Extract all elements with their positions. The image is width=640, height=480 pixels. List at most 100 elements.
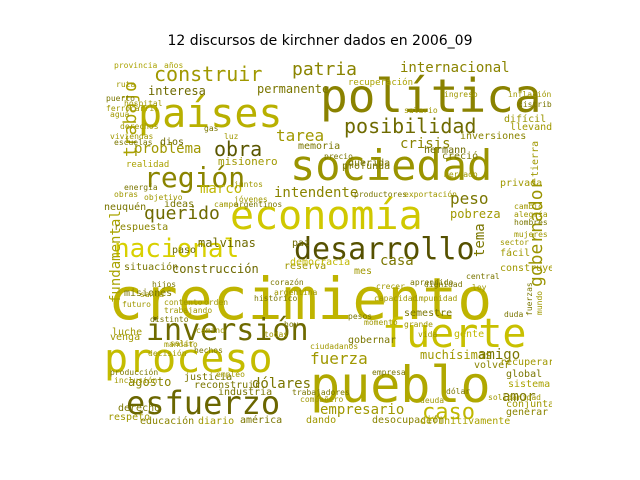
cloud-word: ferrocarril	[106, 104, 159, 113]
cloud-word: paso	[172, 245, 196, 256]
cloud-word: recuperar	[500, 357, 552, 368]
cloud-word: deuda	[420, 396, 444, 405]
cloud-word: construcción	[172, 262, 259, 276]
cloud-word: salir	[170, 339, 194, 348]
cloud-word: campo	[214, 200, 238, 209]
cloud-word: exportación	[404, 189, 457, 199]
cloud-word: hospital	[124, 99, 163, 108]
cloud-word: futuro	[122, 300, 151, 309]
cloud-word: esfuerzo	[126, 384, 280, 422]
cloud-word: diario	[198, 416, 234, 427]
cloud-word: patria	[292, 59, 357, 80]
cloud-word: generar	[506, 407, 548, 418]
cloud-word: desarrollo	[294, 232, 475, 267]
cloud-word: situación	[124, 261, 178, 273]
cloud-word: contento	[164, 298, 203, 307]
cloud-word: solidaridad	[488, 393, 541, 402]
cloud-word: querida	[348, 158, 390, 169]
cloud-word: difícil	[504, 113, 546, 125]
cloud-word: crecer	[376, 282, 405, 291]
cloud-word: fundamental	[108, 210, 124, 303]
cloud-word: proceso	[104, 336, 273, 382]
cloud-word: duda	[504, 310, 523, 319]
cloud-word: privada	[500, 178, 542, 189]
cloud-word: posibilidad	[344, 114, 476, 138]
cloud-word: precio	[324, 152, 353, 161]
cloud-word: argentina	[274, 288, 318, 297]
cloud-word: derechos	[120, 122, 159, 131]
cloud-word: llevando	[510, 122, 552, 133]
cloud-word: inversión	[146, 313, 309, 348]
cloud-word: neuquén	[104, 201, 146, 213]
cloud-word: aprendido	[410, 278, 454, 287]
cloud-word: respeto	[108, 412, 150, 423]
cloud-word: caso	[422, 400, 475, 425]
cloud-word: luz	[224, 132, 239, 141]
cloud-word: realidad	[126, 160, 169, 170]
cloud-word: mujeres	[514, 230, 548, 239]
cloud-word: obras	[114, 190, 138, 199]
cloud-word: tarea	[276, 126, 324, 145]
cloud-word: ruta	[116, 80, 135, 89]
cloud-word: amor	[502, 389, 536, 405]
cloud-word: camino	[196, 326, 225, 335]
cloud-word: trabajo	[120, 81, 141, 157]
cloud-word: vida	[418, 330, 437, 339]
cloud-word: marco	[200, 181, 242, 197]
cloud-word: región	[144, 161, 245, 194]
cloud-word: gas	[204, 124, 219, 133]
cloud-word: derecho	[118, 403, 160, 414]
cloud-word: respuesta	[114, 222, 168, 233]
cloud-word: crecimiento	[108, 265, 492, 333]
cloud-word: amigo	[478, 347, 520, 363]
cloud-word: viviendas	[110, 132, 154, 141]
cloud-word: obra	[214, 137, 262, 161]
cloud-word: industria	[218, 387, 272, 398]
cloud-word: crisis	[400, 136, 451, 152]
cloud-word: luche	[112, 327, 142, 338]
cloud-word: empresa	[372, 368, 406, 377]
cloud-word: política	[320, 69, 542, 123]
cloud-word: volver	[474, 360, 510, 371]
cloud-word: corazón	[270, 277, 304, 287]
cloud-word: productores	[354, 190, 407, 199]
cloud-word: sociedad	[290, 141, 492, 190]
cloud-word: hechos	[194, 346, 223, 355]
cloud-word: construir	[154, 62, 262, 86]
cloud-word: impunidad	[414, 294, 458, 303]
cloud-word: decisión	[148, 348, 187, 358]
cloud-word: malvinas	[198, 236, 256, 250]
cloud-word: ingreso	[444, 90, 478, 99]
cloud-word: querido	[144, 203, 220, 224]
cloud-word: histórico	[254, 293, 298, 303]
cloud-word: ciudadanos	[310, 342, 358, 351]
cloud-word: central	[466, 272, 500, 281]
chart-title: 12 discursos de kirchner dados en 2006_0…	[167, 33, 473, 49]
cloud-word: fácil	[500, 247, 530, 259]
cloud-word: agua	[110, 110, 129, 119]
cloud-word: pesos	[348, 312, 372, 321]
cloud-word: puerto	[106, 94, 135, 103]
cloud-word: pobreza	[450, 207, 501, 221]
cloud-word: semestre	[404, 308, 452, 319]
cloud-word: fuerte	[382, 311, 527, 357]
cloud-word: hermann	[424, 145, 466, 156]
cloud-word: ley	[472, 283, 487, 292]
cloud-word: muchísimas	[420, 348, 492, 362]
cloud-word: trabajando	[164, 306, 212, 315]
cloud-word: escuelas	[114, 138, 153, 147]
cloud-word: argentinos	[234, 200, 282, 209]
cloud-word: dios	[160, 137, 184, 148]
cloud-word: economía	[230, 193, 423, 239]
cloud-word: profunda	[342, 161, 390, 172]
cloud-word: hijos	[152, 280, 176, 289]
cloud-word: empleo	[216, 370, 245, 379]
cloud-word: inclusión	[114, 375, 158, 385]
cloud-word: trabajadores	[292, 388, 350, 397]
cloud-word: orden	[204, 298, 228, 307]
cloud-word: interesa	[148, 84, 206, 98]
cloud-word: peso	[450, 189, 489, 208]
cloud-word: juntos	[234, 180, 263, 189]
cloud-word: tema	[472, 223, 488, 257]
cloud-word: dignidad	[424, 280, 463, 289]
